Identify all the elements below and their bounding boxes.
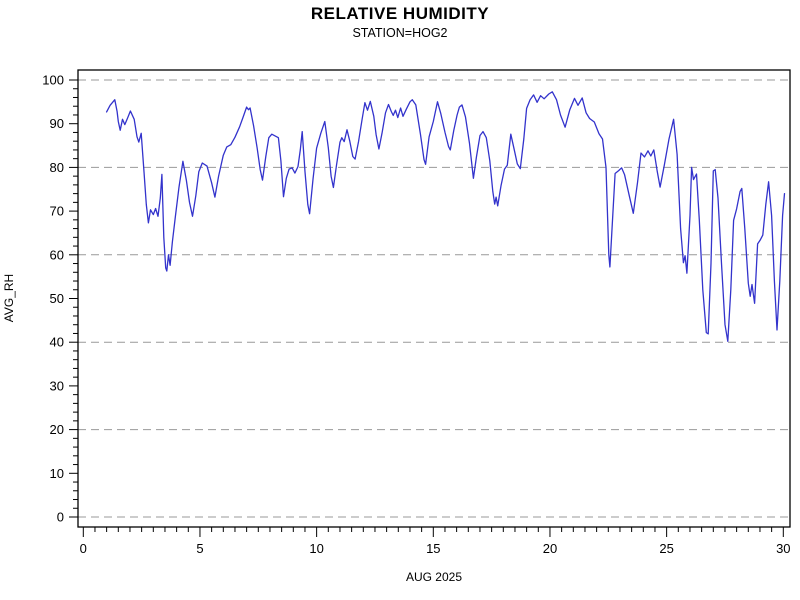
svg-text:10: 10 bbox=[309, 541, 323, 556]
svg-text:20: 20 bbox=[543, 541, 557, 556]
svg-text:5: 5 bbox=[196, 541, 203, 556]
chart-subtitle: STATION=HOG2 bbox=[352, 26, 448, 40]
svg-text:30: 30 bbox=[50, 378, 64, 393]
svg-text:100: 100 bbox=[42, 73, 64, 88]
svg-text:0: 0 bbox=[57, 510, 64, 525]
svg-text:25: 25 bbox=[659, 541, 673, 556]
svg-text:40: 40 bbox=[50, 335, 64, 350]
svg-text:0: 0 bbox=[80, 541, 87, 556]
x-axis-label: AUG 2025 bbox=[405, 570, 463, 584]
chart-title: RELATIVE HUMIDITY bbox=[310, 4, 490, 23]
svg-text:30: 30 bbox=[776, 541, 790, 556]
y-axis-label: AVG_RH bbox=[2, 273, 16, 323]
svg-text:60: 60 bbox=[50, 247, 64, 262]
svg-text:15: 15 bbox=[426, 541, 440, 556]
svg-text:20: 20 bbox=[50, 422, 64, 437]
svg-text:80: 80 bbox=[50, 160, 64, 175]
svg-text:10: 10 bbox=[50, 466, 64, 481]
svg-text:70: 70 bbox=[50, 204, 64, 219]
svg-text:50: 50 bbox=[50, 291, 64, 306]
svg-text:90: 90 bbox=[50, 116, 64, 131]
